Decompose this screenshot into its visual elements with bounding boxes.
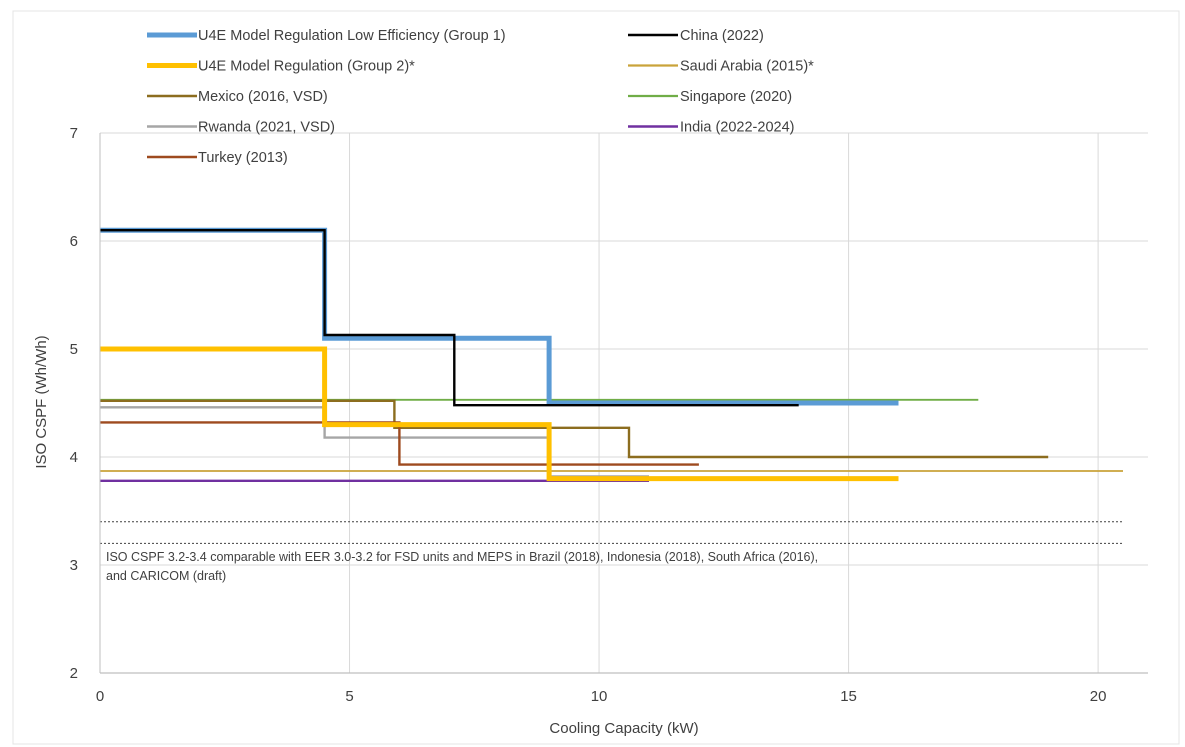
x-tick-label-10: 10 — [591, 688, 608, 705]
axes — [99, 133, 1148, 674]
legend-label-9: Turkey (2013) — [198, 150, 288, 166]
x-axis-title: Cooling Capacity (kW) — [549, 720, 698, 737]
series-line-2 — [100, 228, 799, 407]
legend-label-7: Rwanda (2021, VSD) — [198, 120, 335, 136]
chart-frame — [12, 10, 1180, 745]
y-tick-label-2: 2 — [70, 665, 78, 682]
legend-label-3: U4E Model Regulation (Group 2)* — [198, 59, 415, 75]
y-tick-label-4: 4 — [70, 449, 78, 466]
legend-label-5: Mexico (2016, VSD) — [198, 89, 328, 105]
legend: U4E Model Regulation Low Efficiency (Gro… — [147, 28, 814, 166]
y-tick-label-7: 7 — [70, 125, 78, 142]
y-axis-title: ISO CSPF (Wh/Wh) — [33, 335, 50, 468]
tick-labels: 2 3 4 5 6 7 0 5 10 15 20 — [70, 125, 1107, 705]
legend-label-1: U4E Model Regulation Low Efficiency (Gro… — [198, 28, 506, 44]
legend-label-4: Saudi Arabia (2015)* — [680, 59, 814, 75]
series-line-5 — [100, 399, 1049, 459]
legend-label-2: China (2022) — [680, 28, 764, 44]
y-tick-label-5: 5 — [70, 341, 78, 358]
y-tick-label-3: 3 — [70, 557, 78, 574]
legend-label-6: Singapore (2020) — [680, 89, 792, 105]
annotation-line-2: and CARICOM (draft) — [106, 569, 226, 583]
x-tick-label-5: 5 — [345, 688, 353, 705]
annotation-line-1: ISO CSPF 3.2-3.4 comparable with EER 3.0… — [106, 550, 818, 564]
y-tick-label-6: 6 — [70, 233, 78, 250]
x-tick-label-15: 15 — [840, 688, 857, 705]
series-lines — [100, 227, 1123, 482]
legend-label-8: India (2022-2024) — [680, 120, 794, 136]
x-tick-label-0: 0 — [96, 688, 104, 705]
series-line-3 — [100, 346, 899, 482]
x-tick-label-20: 20 — [1090, 688, 1107, 705]
